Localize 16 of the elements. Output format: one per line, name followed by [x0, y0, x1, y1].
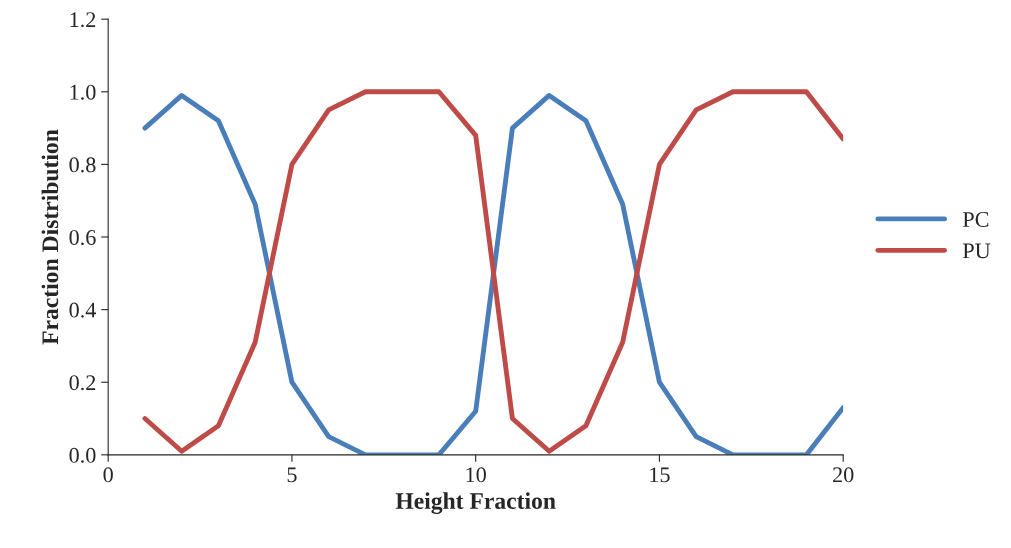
x-tick-label: 5 — [287, 467, 297, 483]
y-tick-label: 1.2 — [70, 12, 96, 28]
x-tick-label: 10 — [466, 467, 486, 483]
x-tick-label: 0 — [103, 467, 113, 483]
legend-label: PU — [962, 243, 991, 259]
y-tick-label: 0.8 — [69, 157, 96, 173]
x-tick-label: 15 — [650, 467, 670, 483]
y-tick-label: 0.4 — [69, 302, 97, 318]
y-tick-label: 0.6 — [69, 229, 96, 246]
y-tick-label: 0.2 — [69, 375, 96, 391]
x-axis-title: Height Fraction — [395, 492, 556, 514]
legend-label: PC — [962, 212, 989, 227]
y-tick-label: 1.0 — [70, 84, 96, 100]
x-tick-label: 20 — [833, 467, 854, 483]
y-tick-label: 0.0 — [69, 447, 96, 463]
y-axis-title: Fraction Distribution — [41, 129, 59, 345]
